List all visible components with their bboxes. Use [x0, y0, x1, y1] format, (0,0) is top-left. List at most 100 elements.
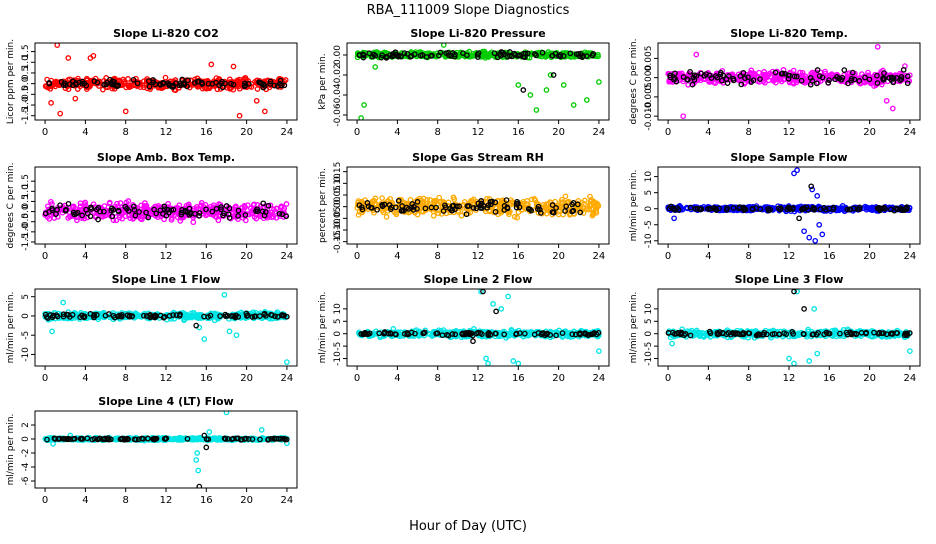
- y-axis-label: ml/min per min.: [629, 292, 639, 364]
- data-point: [263, 109, 267, 113]
- y-tick-label: -10: [21, 347, 31, 362]
- y-tick-label: 5: [333, 318, 343, 324]
- x-tick-label: 24: [904, 127, 917, 138]
- data-point: [75, 218, 79, 222]
- y-tick-label: -5: [21, 331, 31, 340]
- data-point: [672, 216, 676, 220]
- x-tick-label: 24: [281, 127, 294, 138]
- y-axis-label: ml/min per min.: [6, 292, 16, 364]
- chart-points: [43, 293, 289, 365]
- x-tick-label: 24: [593, 127, 606, 138]
- x-tick-label: 0: [42, 127, 48, 138]
- y-tick-label: 10: [644, 171, 654, 183]
- x-tick-label: 20: [552, 127, 565, 138]
- x-tick-label: 8: [123, 127, 129, 138]
- data-point: [802, 229, 806, 233]
- data-point: [681, 114, 685, 118]
- x-tick-label: 16: [512, 251, 525, 262]
- x-tick-label: 8: [123, 251, 129, 262]
- data-point: [528, 93, 532, 97]
- x-tick-label: 20: [863, 251, 876, 262]
- x-tick-label: 0: [665, 127, 671, 138]
- series-color: [357, 289, 601, 365]
- chart-title: Slope Sample Flow: [730, 151, 847, 164]
- y-tick-label: -10: [644, 351, 654, 366]
- data-point: [807, 359, 811, 363]
- x-tick-label: 16: [512, 373, 525, 384]
- data-point: [817, 223, 821, 227]
- data-point: [506, 294, 510, 298]
- series-color: [667, 289, 912, 365]
- x-tick-label: 8: [746, 127, 752, 138]
- x-tick-label: 20: [863, 127, 876, 138]
- data-point: [813, 239, 817, 243]
- data-point: [516, 361, 520, 365]
- data-point: [511, 359, 515, 363]
- y-tick-label: -5: [644, 220, 654, 229]
- data-point: [551, 73, 555, 77]
- x-tick-label: 8: [435, 251, 441, 262]
- x-tick-label: 16: [512, 127, 525, 138]
- data-point: [876, 45, 880, 49]
- data-point: [670, 341, 674, 345]
- chart-points: [666, 168, 912, 243]
- data-point: [597, 80, 601, 84]
- x-tick-label: 4: [82, 251, 88, 262]
- x-tick-label: 4: [705, 373, 711, 384]
- x-tick-label: 24: [281, 251, 294, 262]
- x-tick-label: 16: [200, 251, 213, 262]
- x-tick-label: 16: [200, 373, 213, 384]
- x-tick-label: 24: [593, 373, 606, 384]
- data-point: [486, 361, 490, 365]
- data-point: [815, 351, 819, 355]
- chart-points: [43, 43, 288, 118]
- chart-points: [666, 45, 912, 119]
- plot-frame: [347, 289, 609, 366]
- data-point: [842, 68, 846, 72]
- data-point: [373, 65, 377, 69]
- data-point: [222, 293, 226, 297]
- data-point: [820, 232, 824, 236]
- chart-title: Slope Li-820 CO2: [113, 27, 219, 40]
- chart-title: Slope Line 3 Flow: [735, 273, 844, 286]
- y-axis-label: degrees C per min.: [629, 39, 639, 125]
- x-tick-label: 12: [160, 127, 173, 138]
- y-tick-label: -0.02: [333, 63, 343, 86]
- data-point: [494, 309, 498, 313]
- figure-xlabel: Hour of Day (UTC): [409, 519, 527, 534]
- data-point: [792, 361, 796, 365]
- data-point: [380, 196, 384, 200]
- data-point: [572, 103, 576, 107]
- y-tick-label: -10: [333, 351, 343, 366]
- data-point: [544, 88, 548, 92]
- x-tick-label: 0: [354, 373, 360, 384]
- data-point: [191, 220, 195, 224]
- y-tick-label: 1.5: [21, 174, 31, 188]
- chart-title: Slope Amb. Box Temp.: [97, 151, 235, 164]
- data-point: [124, 109, 128, 113]
- data-point: [491, 302, 495, 306]
- data-point: [237, 114, 241, 118]
- data-point: [101, 87, 105, 91]
- x-tick-label: 12: [160, 373, 173, 384]
- data-point: [55, 43, 59, 47]
- x-tick-label: 8: [123, 373, 129, 384]
- data-point: [255, 99, 259, 103]
- data-point: [484, 356, 488, 360]
- data-point: [384, 215, 388, 219]
- data-point: [227, 329, 231, 333]
- x-tick-label: 8: [746, 251, 752, 262]
- x-tick-label: 20: [240, 373, 253, 384]
- y-tick-label: 0.005: [644, 46, 654, 72]
- plot-frame: [658, 289, 920, 366]
- chart-points: [357, 289, 601, 365]
- data-point: [58, 111, 62, 115]
- series-black: [667, 184, 909, 220]
- data-point: [807, 235, 811, 239]
- y-tick-label: 5: [644, 190, 654, 196]
- chart-title: Slope Li-820 Pressure: [410, 27, 545, 40]
